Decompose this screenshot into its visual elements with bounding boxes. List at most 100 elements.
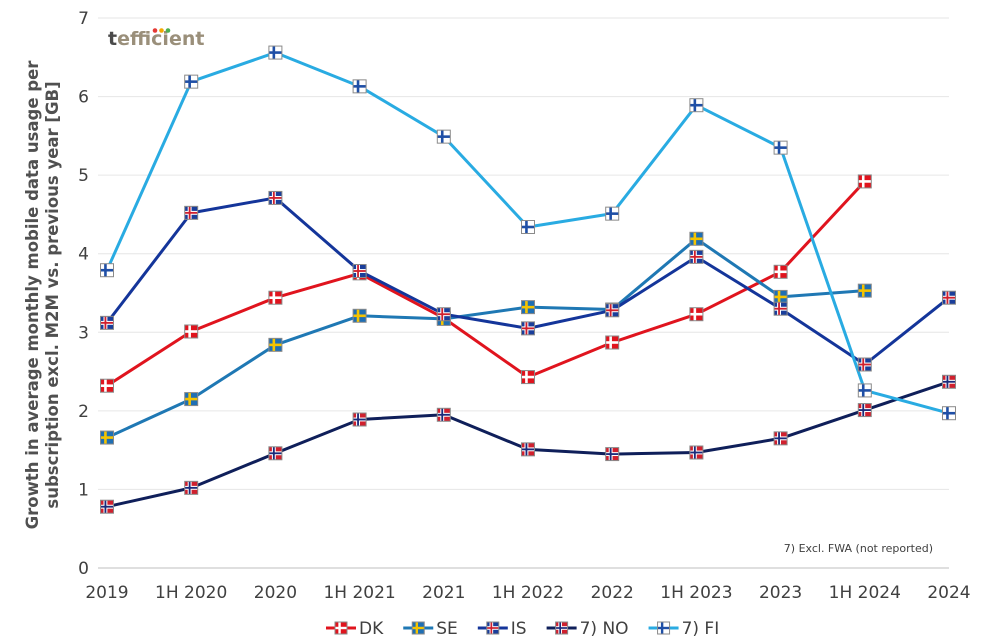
brand-rest: efficient	[117, 28, 204, 50]
x-tick-label: 2022	[591, 583, 634, 603]
legend-item-dk: DK	[326, 619, 384, 639]
y-axis-title-line: subscription excl. M2M vs. previous year…	[43, 81, 62, 508]
y-tick-label: 3	[78, 323, 89, 343]
x-tick-label: 1H 2024	[829, 583, 901, 603]
legend-item-no: 7) NO	[546, 619, 629, 639]
y-tick-label: 2	[78, 402, 89, 422]
y-tick-label: 1	[78, 480, 89, 500]
marker-fi	[942, 406, 956, 421]
y-axis-ticks: 0 1 2 3 4 5 6 7	[78, 9, 89, 579]
x-tick-label: 1H 2020	[155, 583, 227, 603]
marker-is	[184, 205, 199, 220]
marker-no	[689, 445, 704, 460]
marker-dk	[521, 370, 535, 385]
marker-fi	[521, 220, 535, 234]
marker-dk	[184, 324, 199, 339]
marker-no	[184, 480, 199, 495]
marker-is	[689, 249, 704, 264]
series-markers	[100, 45, 956, 514]
legend-marker	[555, 621, 569, 635]
marker-se	[100, 430, 114, 445]
series-lines	[105, 51, 951, 509]
y-axis-title: Growth in average monthly mobile data us…	[23, 60, 62, 530]
x-tick-label: 2020	[254, 583, 297, 603]
marker-no	[268, 446, 283, 461]
x-tick-label: 2023	[759, 583, 802, 603]
x-axis-ticks: 2019 1H 2020 2020 1H 2021 2021 1H 2022 2022 1H …	[85, 583, 970, 603]
marker-fi	[100, 263, 114, 278]
marker-no	[436, 407, 451, 422]
legend-marker	[486, 621, 500, 635]
marker-fi	[605, 206, 620, 221]
series-line-se	[105, 237, 867, 440]
marker-is	[521, 321, 535, 336]
marker-is	[268, 190, 283, 205]
legend-item-se: SE	[403, 619, 458, 639]
brand-logo: tefficient	[108, 28, 204, 50]
marker-se	[352, 308, 367, 323]
marker-no	[352, 412, 367, 427]
x-tick-label: 2024	[927, 583, 970, 603]
marker-fi	[857, 383, 872, 398]
marker-se	[857, 283, 872, 298]
marker-is	[857, 357, 872, 372]
legend-marker	[334, 621, 348, 635]
marker-no	[857, 403, 872, 418]
marker-se	[689, 231, 704, 246]
legend-label: 7) FI	[682, 619, 720, 639]
marker-is	[100, 315, 114, 330]
legend-label: 7) NO	[580, 619, 629, 639]
legend-label: DK	[359, 619, 384, 639]
marker-dk	[268, 290, 283, 305]
marker-no	[773, 431, 788, 446]
brand-dot	[152, 28, 158, 33]
y-tick-label: 4	[78, 245, 89, 265]
y-tick-label: 7	[78, 9, 89, 29]
legend-label: SE	[436, 619, 458, 639]
y-axis-label: Growth in average monthly mobile data us…	[23, 60, 62, 530]
marker-no	[100, 499, 114, 514]
legend-item-fi: 7) FI	[648, 619, 720, 639]
marker-is	[942, 290, 956, 305]
marker-is	[773, 301, 788, 316]
marker-dk	[857, 174, 872, 189]
brand-dot	[159, 28, 164, 33]
marker-dk	[100, 378, 114, 393]
legend-label: IS	[511, 619, 527, 639]
marker-is	[605, 303, 620, 318]
marker-se	[521, 300, 535, 315]
marker-fi	[268, 45, 283, 60]
x-tick-label: 1H 2023	[660, 583, 732, 603]
y-tick-label: 0	[78, 559, 89, 579]
series-line-dk	[105, 179, 867, 388]
brand-prefix: t	[108, 28, 117, 50]
footnote: 7) Excl. FWA (not reported)	[784, 542, 933, 555]
y-axis-title-line: Growth in average monthly mobile data us…	[23, 60, 42, 530]
marker-is	[436, 307, 451, 322]
x-tick-label: 1H 2021	[323, 583, 395, 603]
brand-dot	[165, 28, 171, 33]
marker-fi	[352, 79, 367, 94]
x-tick-label: 1H 2022	[492, 583, 564, 603]
marker-fi	[436, 129, 451, 144]
marker-no	[942, 374, 956, 389]
marker-se	[184, 392, 199, 407]
marker-fi	[689, 98, 704, 113]
marker-no	[521, 442, 535, 457]
marker-dk	[689, 307, 704, 322]
x-tick-label: 2019	[85, 583, 128, 603]
legend-marker	[657, 621, 671, 635]
marker-se	[773, 289, 788, 304]
gridlines	[98, 17, 949, 569]
marker-fi	[773, 140, 788, 155]
marker-dk	[773, 264, 788, 279]
legend-item-is: IS	[477, 619, 527, 639]
marker-is	[352, 264, 367, 278]
y-tick-label: 6	[78, 88, 89, 108]
marker-no	[605, 447, 620, 462]
x-tick-label: 2021	[422, 583, 465, 603]
brand-dots	[152, 28, 171, 33]
marker-dk	[605, 335, 620, 350]
y-tick-label: 5	[78, 166, 89, 186]
